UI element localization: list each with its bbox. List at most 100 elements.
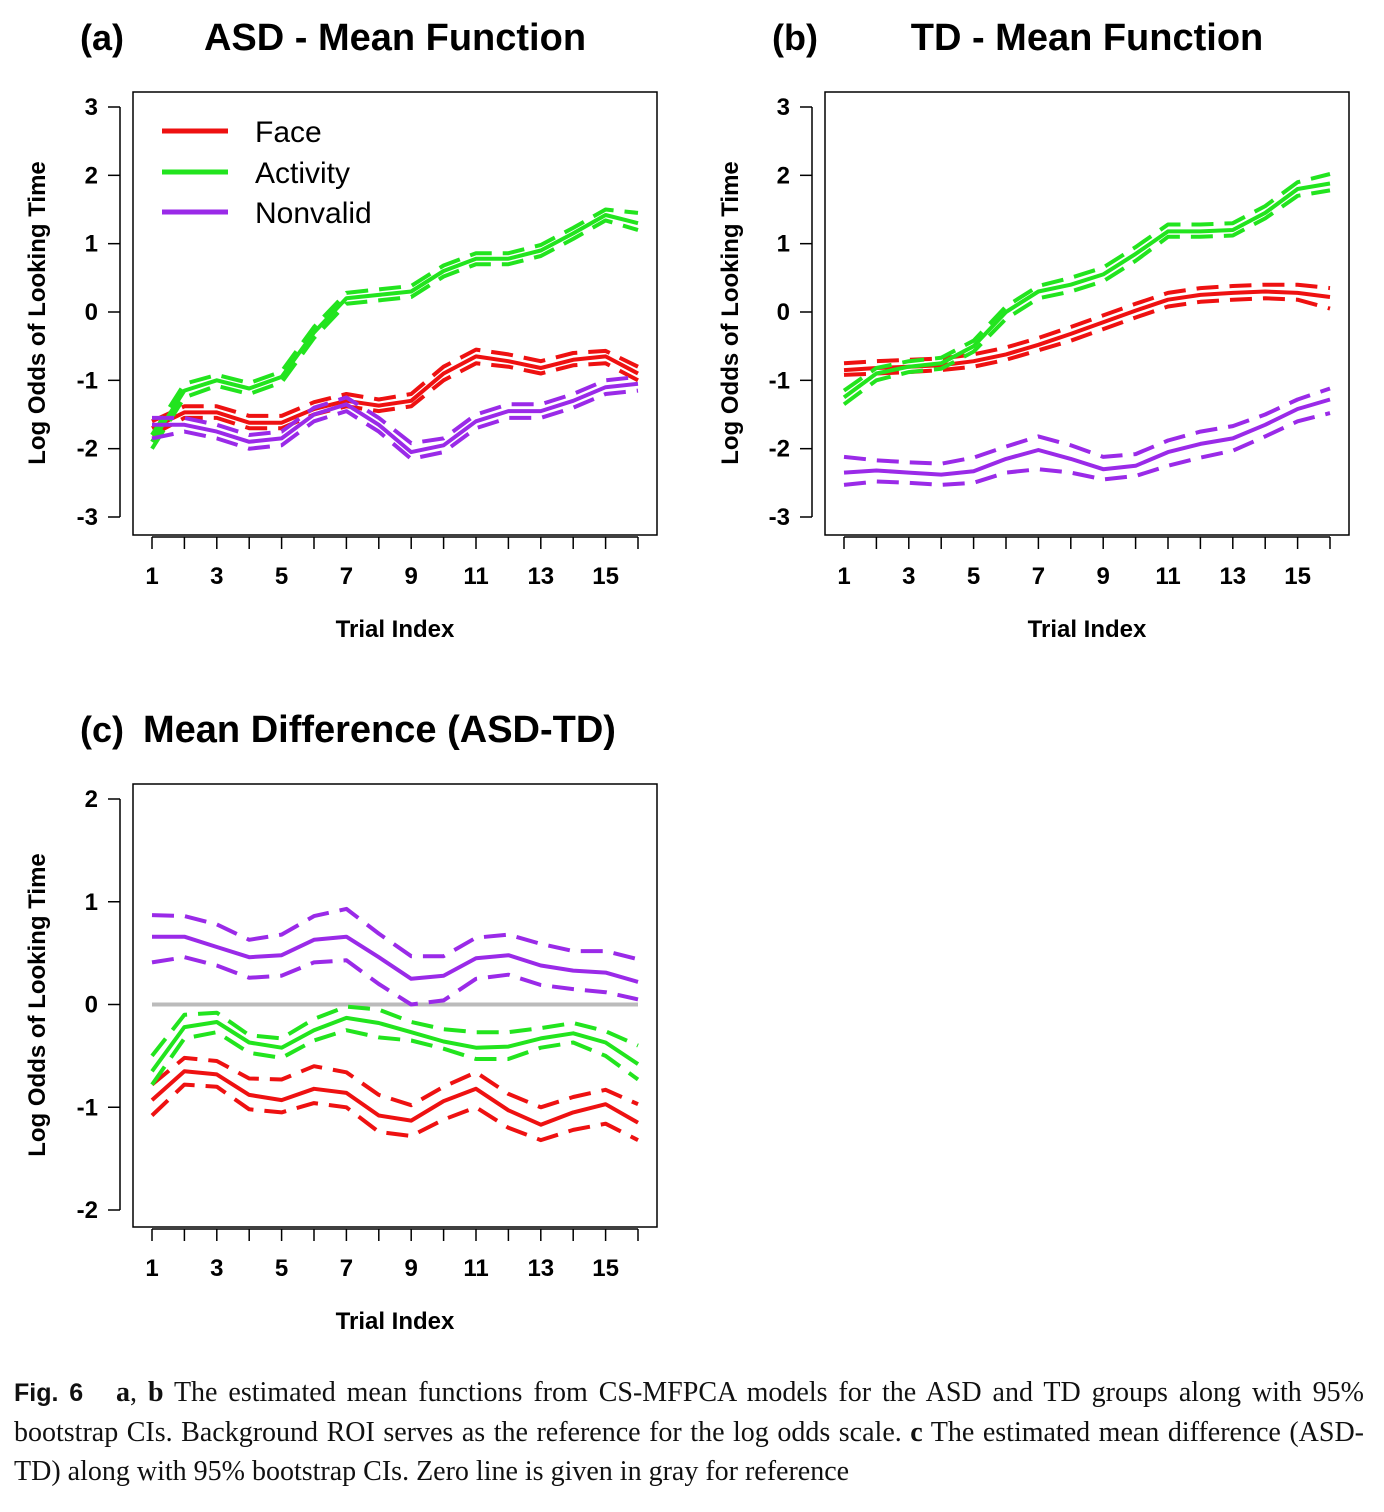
caption-text-1: The estimated mean functions from CS-MFP…	[14, 1377, 1364, 1448]
nonvalid-upper-ci-line	[152, 374, 639, 446]
x-tick-label: 9	[405, 1255, 418, 1282]
caption-fig-label: Fig. 6	[14, 1379, 84, 1407]
y-tick-label: 3	[777, 94, 790, 121]
x-tick-label: 13	[527, 563, 554, 590]
caption-separator: ,	[130, 1377, 148, 1408]
y-tick-label: 2	[85, 162, 98, 189]
x-tick-label: 11	[1155, 563, 1180, 590]
panel-a-ylabel: Log Odds of Looking Time	[24, 161, 51, 465]
activity-mean-line	[842, 181, 1331, 400]
panel-a-yticks: -3 -2 -1 0 1 2 3	[77, 94, 121, 531]
panel-c-label: (c)	[80, 709, 124, 750]
x-tick-label: 1	[145, 1255, 158, 1282]
face-lower-ci-line	[150, 1082, 639, 1143]
panel-b-label: (b)	[772, 17, 818, 58]
panel-c-xticks: 1 3 5 7 9 11 13 15	[145, 1228, 639, 1282]
panel-a-xticks: 1 3 5 7 9 11 13 15	[145, 536, 639, 590]
y-tick-label: 2	[85, 786, 98, 813]
panel-c-yticks: -2 -1 0 1 2	[77, 786, 121, 1224]
legend-activity-label: Activity	[255, 157, 350, 190]
activity-mean-line	[150, 1015, 640, 1073]
y-tick-label: -1	[769, 367, 790, 394]
face-upper-ci-line	[843, 282, 1331, 366]
x-tick-label: 9	[1097, 563, 1110, 590]
y-tick-label: 1	[85, 231, 98, 258]
x-tick-label: 7	[340, 563, 353, 590]
panel-a-title: ASD - Mean Function	[204, 17, 586, 59]
caption-c-label: c	[910, 1417, 923, 1448]
y-tick-label: 0	[85, 299, 98, 326]
panel-c-plot-frame	[132, 783, 658, 1228]
x-tick-label: 11	[463, 563, 488, 590]
activity-upper-ci-line	[150, 207, 639, 437]
face-upper-ci-line	[150, 1055, 639, 1110]
panel-b-xlabel: Trial Index	[1028, 616, 1147, 643]
legend-face-label: Face	[255, 116, 322, 149]
x-tick-label: 3	[210, 1255, 223, 1282]
panel-a-label: (a)	[80, 17, 124, 58]
x-tick-label: 9	[405, 563, 418, 590]
y-tick-label: -2	[769, 436, 790, 463]
y-tick-label: -1	[77, 1094, 98, 1121]
panel-b-xticks: 1 3 5 7 9 11 13 15	[837, 536, 1331, 590]
panel-b-ylabel: Log Odds of Looking Time	[717, 161, 744, 465]
x-tick-label: 1	[837, 563, 850, 590]
panel-c-ylabel: Log Odds of Looking Time	[24, 853, 51, 1157]
x-tick-label: 15	[1284, 563, 1311, 590]
face-upper-ci-line	[151, 347, 639, 424]
panel-b-series	[842, 172, 1331, 487]
panel-a: (a) ASD - Mean Function Trial Index Log …	[24, 17, 658, 643]
figure: (a) ASD - Mean Function Trial Index Log …	[24, 17, 1350, 1335]
y-tick-label: 0	[777, 299, 790, 326]
y-tick-label: 0	[85, 992, 98, 1019]
x-tick-label: 11	[463, 1255, 488, 1282]
x-tick-label: 3	[902, 563, 915, 590]
caption-a-label: a	[116, 1377, 131, 1408]
legend-nonvalid-label: Nonvalid	[255, 197, 372, 230]
panel-c-title: Mean Difference (ASD-TD)	[143, 709, 616, 751]
activity-upper-ci-line	[842, 172, 1331, 393]
nonvalid-lower-ci-line	[151, 388, 639, 461]
figure-caption: Fig. 6 a, b The estimated mean functions…	[14, 1373, 1364, 1491]
x-tick-label: 15	[592, 1255, 619, 1282]
x-tick-label: 5	[967, 563, 980, 590]
panel-b-plot-frame	[824, 91, 1350, 536]
activity-lower-ci-line	[150, 1028, 640, 1086]
x-tick-label: 15	[592, 563, 619, 590]
caption-b-label: b	[147, 1377, 164, 1408]
activity-lower-ci-line	[150, 218, 639, 450]
panel-b: (b) TD - Mean Function Trial Index Log O…	[717, 17, 1350, 643]
caption-text-2: The estimated mean difference (ASD-TD) a…	[14, 1417, 1365, 1487]
panel-a-series	[150, 207, 639, 461]
y-tick-label: -2	[77, 436, 98, 463]
y-tick-label: 1	[777, 231, 790, 258]
face-mean-line	[150, 1069, 639, 1127]
panel-a-xlabel: Trial Index	[336, 616, 455, 643]
x-tick-label: 13	[527, 1255, 554, 1282]
y-tick-label: -3	[77, 504, 98, 531]
nonvalid-upper-ci-line	[151, 906, 639, 962]
nonvalid-lower-ci-line	[843, 411, 1331, 487]
panel-c-xlabel: Trial Index	[336, 1308, 455, 1335]
activity-upper-ci-line	[150, 1004, 639, 1058]
activity-lower-ci-line	[842, 188, 1331, 406]
x-tick-label: 5	[275, 1255, 288, 1282]
y-tick-label: 1	[85, 889, 98, 916]
x-tick-label: 13	[1219, 563, 1246, 590]
nonvalid-mean-line	[843, 397, 1331, 477]
face-lower-ci-line	[843, 296, 1331, 377]
y-tick-label: -3	[769, 504, 790, 531]
panel-c-series	[150, 906, 640, 1143]
nonvalid-mean-line	[152, 934, 639, 984]
legend: Face Activity Nonvalid	[162, 116, 372, 230]
nonvalid-lower-ci-line	[151, 955, 639, 1007]
face-mean-line	[151, 354, 639, 430]
nonvalid-mean-line	[152, 381, 639, 455]
panel-b-title: TD - Mean Function	[911, 17, 1264, 59]
x-tick-label: 3	[210, 563, 223, 590]
y-tick-label: -2	[77, 1197, 98, 1224]
y-tick-label: 3	[85, 94, 98, 121]
panel-b-yticks: -3 -2 -1 0 1 2 3	[769, 94, 813, 531]
panel-a-plot-frame	[132, 91, 658, 536]
x-tick-label: 1	[145, 563, 158, 590]
